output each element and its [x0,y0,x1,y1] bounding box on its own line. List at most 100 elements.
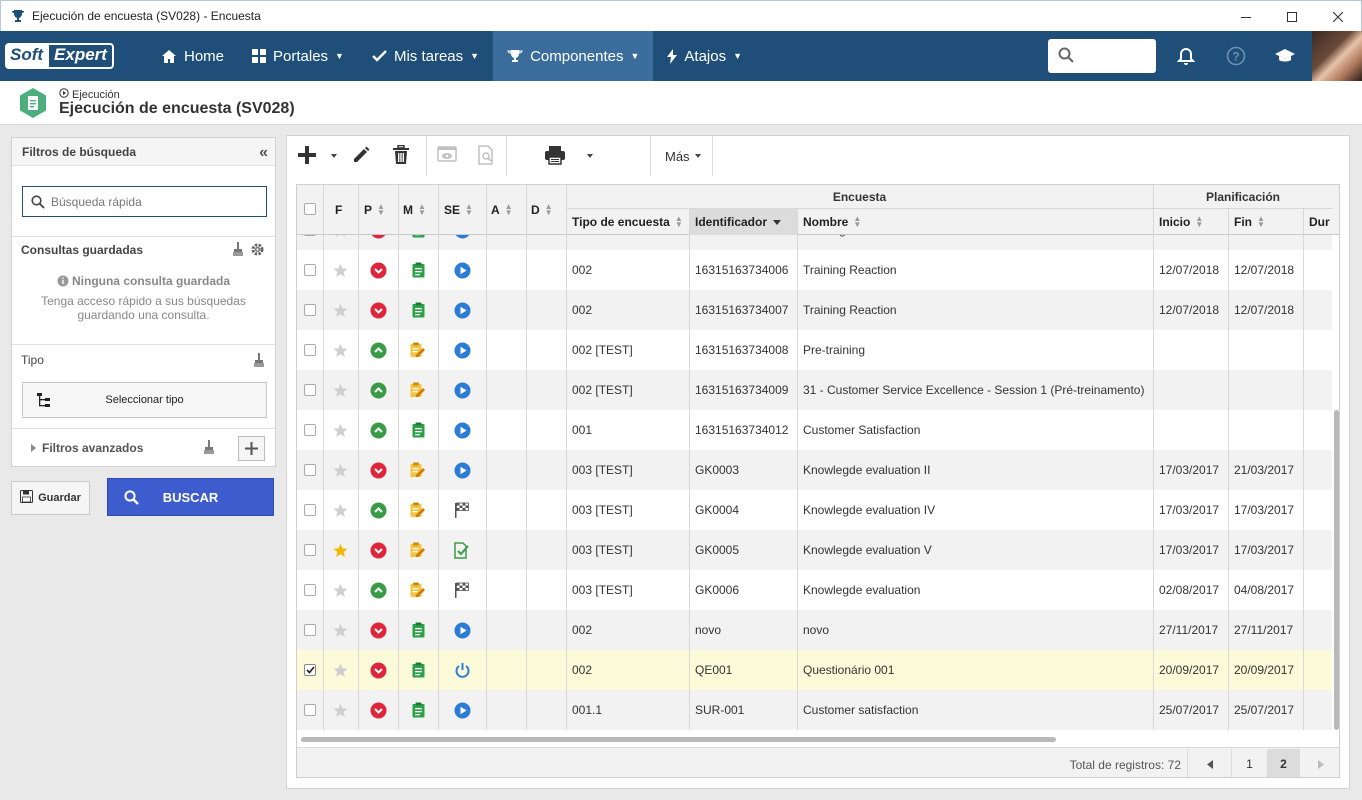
add-button[interactable] [287,136,327,176]
row-checkbox[interactable] [297,330,323,370]
favorite-star-icon[interactable] [323,450,358,490]
row-checkbox[interactable] [297,370,323,410]
table-row[interactable]: 003 [TEST] GK0003 Knowlegde evaluation II 1… [297,450,1332,490]
nav-home[interactable]: Home [147,31,238,81]
maximize-button[interactable] [1269,1,1315,32]
clear-brush-icon[interactable] [253,353,265,371]
favorite-star-icon[interactable] [323,250,358,290]
col-header-a[interactable]: A ▲ ▼ [491,202,513,218]
col-header-dur[interactable]: Dur [1309,215,1330,229]
col-header-m[interactable]: M ▲ ▼ [403,202,426,218]
collapse-double-chevron-icon[interactable]: « [259,144,268,161]
row-checkbox[interactable] [297,690,323,730]
favorite-star-icon[interactable] [323,410,358,450]
row-checkbox[interactable] [297,410,323,450]
table-row[interactable]: 003 [TEST] GK0005 Knowlegde evaluation V 17… [297,530,1332,570]
print-button[interactable] [527,136,583,176]
edit-button[interactable] [341,136,381,176]
bell-icon[interactable] [1174,44,1198,68]
grid-body: 00216315163734005Training Reaction12/07/… [297,235,1339,735]
search-button[interactable]: BUSCAR [107,478,274,516]
favorite-star-icon[interactable] [323,290,358,330]
view-button-disabled[interactable] [427,136,467,176]
end-date-cell: 04/08/2017 [1234,583,1295,597]
col-header-d[interactable]: D ▲ ▼ [531,202,553,218]
row-checkbox[interactable] [297,610,323,650]
favorite-star-icon[interactable] [323,690,358,730]
minimize-button[interactable] [1223,1,1269,32]
softexpert-logo[interactable]: Soft Expert [5,43,133,69]
close-window-button[interactable] [1315,1,1361,32]
page-1-button[interactable]: 1 [1231,749,1267,777]
delete-button[interactable] [381,136,421,176]
nav-mis-tareas[interactable]: Mis tareas ▼ [358,31,493,81]
row-checkbox[interactable] [297,530,323,570]
quick-search-input[interactable]: Búsqueda rápida [22,186,267,217]
select-type-button[interactable]: Seleccionar tipo [22,382,267,418]
col-header-nombre[interactable]: Nombre ▲ ▼ [803,214,862,230]
row-checkbox[interactable] [297,490,323,530]
table-row[interactable]: 001 16315163734012 Customer Satisfaction [297,410,1332,450]
favorite-star-icon[interactable] [323,490,358,530]
table-row[interactable]: 00216315163734005Training Reaction12/07/… [297,235,1332,250]
favorite-star-icon[interactable] [323,570,358,610]
power-icon [438,650,486,690]
horizontal-scrollbar[interactable] [301,737,1056,742]
page-2-button[interactable]: 2 [1267,749,1299,777]
table-row[interactable]: 001.1 SUR-001 Customer satisfaction 25/07/2… [297,690,1332,730]
favorite-star-icon[interactable] [323,610,358,650]
graduation-cap-icon[interactable] [1273,44,1297,68]
start-date-cell [1153,370,1228,410]
clear-brush-icon[interactable] [203,440,215,458]
favorite-star-icon[interactable] [323,370,358,410]
table-row[interactable]: 002 [TEST] 16315163734009 31 - Customer Se… [297,370,1332,410]
table-row[interactable]: 002 16315163734006 Training Reaction 12/07/… [297,250,1332,290]
col-header-f[interactable]: F [335,203,343,217]
survey-type-cell: 002 [572,623,593,637]
row-checkbox[interactable] [297,450,323,490]
clear-brush-icon[interactable] [232,242,244,260]
table-row[interactable]: 003 [TEST] GK0006 Knowlegde evaluation 02/0… [297,570,1332,610]
col-header-se[interactable]: SE ▲ ▼ [444,202,473,218]
more-menu-button[interactable]: Más [651,136,713,176]
row-checkbox[interactable] [297,250,323,290]
col-header-fin[interactable]: Fin ▲ ▼ [1234,214,1265,230]
next-page-button[interactable] [1299,749,1339,777]
user-avatar[interactable] [1312,31,1362,81]
table-row[interactable]: 003 [TEST] GK0004 Knowlegde evaluation IV 1… [297,490,1332,530]
gear-icon[interactable] [250,242,265,260]
favorite-star-icon[interactable] [323,650,358,690]
identifier-cell: 16315163734008 [695,343,789,357]
col-header-inicio[interactable]: Inicio ▲ ▼ [1159,214,1204,230]
nav-atajos[interactable]: Atajos ▼ [653,31,756,81]
document-search-button-disabled[interactable] [467,136,507,176]
vertical-scrollbar[interactable] [1334,235,1339,735]
row-checkbox[interactable] [297,650,323,690]
col-header-p[interactable]: P ▲ ▼ [364,202,385,218]
prev-page-button[interactable] [1187,749,1231,777]
row-checkbox[interactable] [297,570,323,610]
favorite-star-icon-active[interactable] [323,530,358,570]
start-date-cell: 17/03/2017 [1159,463,1220,477]
col-header-identificador[interactable]: Identificador [689,209,797,235]
table-row[interactable]: 002 QE001 Questionário 001 20/09/2017 20/09/… [297,650,1332,690]
help-icon[interactable]: ? [1224,44,1248,68]
add-dropdown-button[interactable] [327,136,341,176]
table-row[interactable]: 002 novo novo 27/11/2017 27/11/2017 [297,610,1332,650]
table-row[interactable]: 002 16315163734007 Training Reaction 12/07/… [297,290,1332,330]
breadcrumb[interactable]: Ejecución [59,88,120,101]
table-row[interactable]: 002 [TEST] 16315163734008 Pre-training [297,330,1332,370]
col-header-tipo[interactable]: Tipo de encuesta ▲ ▼ [572,214,683,230]
nav-componentes[interactable]: Componentes ▼ [493,31,654,81]
start-date-cell: 12/07/2018 [1153,235,1228,250]
print-dropdown-button[interactable] [583,136,597,176]
row-checkbox[interactable] [297,290,323,330]
save-filter-button[interactable]: Guardar [11,481,90,515]
favorite-star-icon[interactable] [323,330,358,370]
nav-portales[interactable]: Portales ▼ [238,31,358,81]
advanced-filters-toggle[interactable]: Filtros avanzados [12,428,275,466]
add-filter-button[interactable] [238,436,265,461]
sort-icon: ▲ ▼ [504,202,513,217]
global-search-input[interactable] [1048,39,1156,73]
select-all-checkbox[interactable] [304,203,316,215]
